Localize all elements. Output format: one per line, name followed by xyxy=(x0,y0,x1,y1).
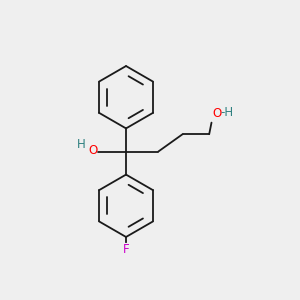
Text: H: H xyxy=(77,138,85,151)
Text: F: F xyxy=(123,243,129,256)
Text: O: O xyxy=(213,107,222,120)
Text: -H: -H xyxy=(220,106,233,119)
Text: O: O xyxy=(88,144,97,157)
